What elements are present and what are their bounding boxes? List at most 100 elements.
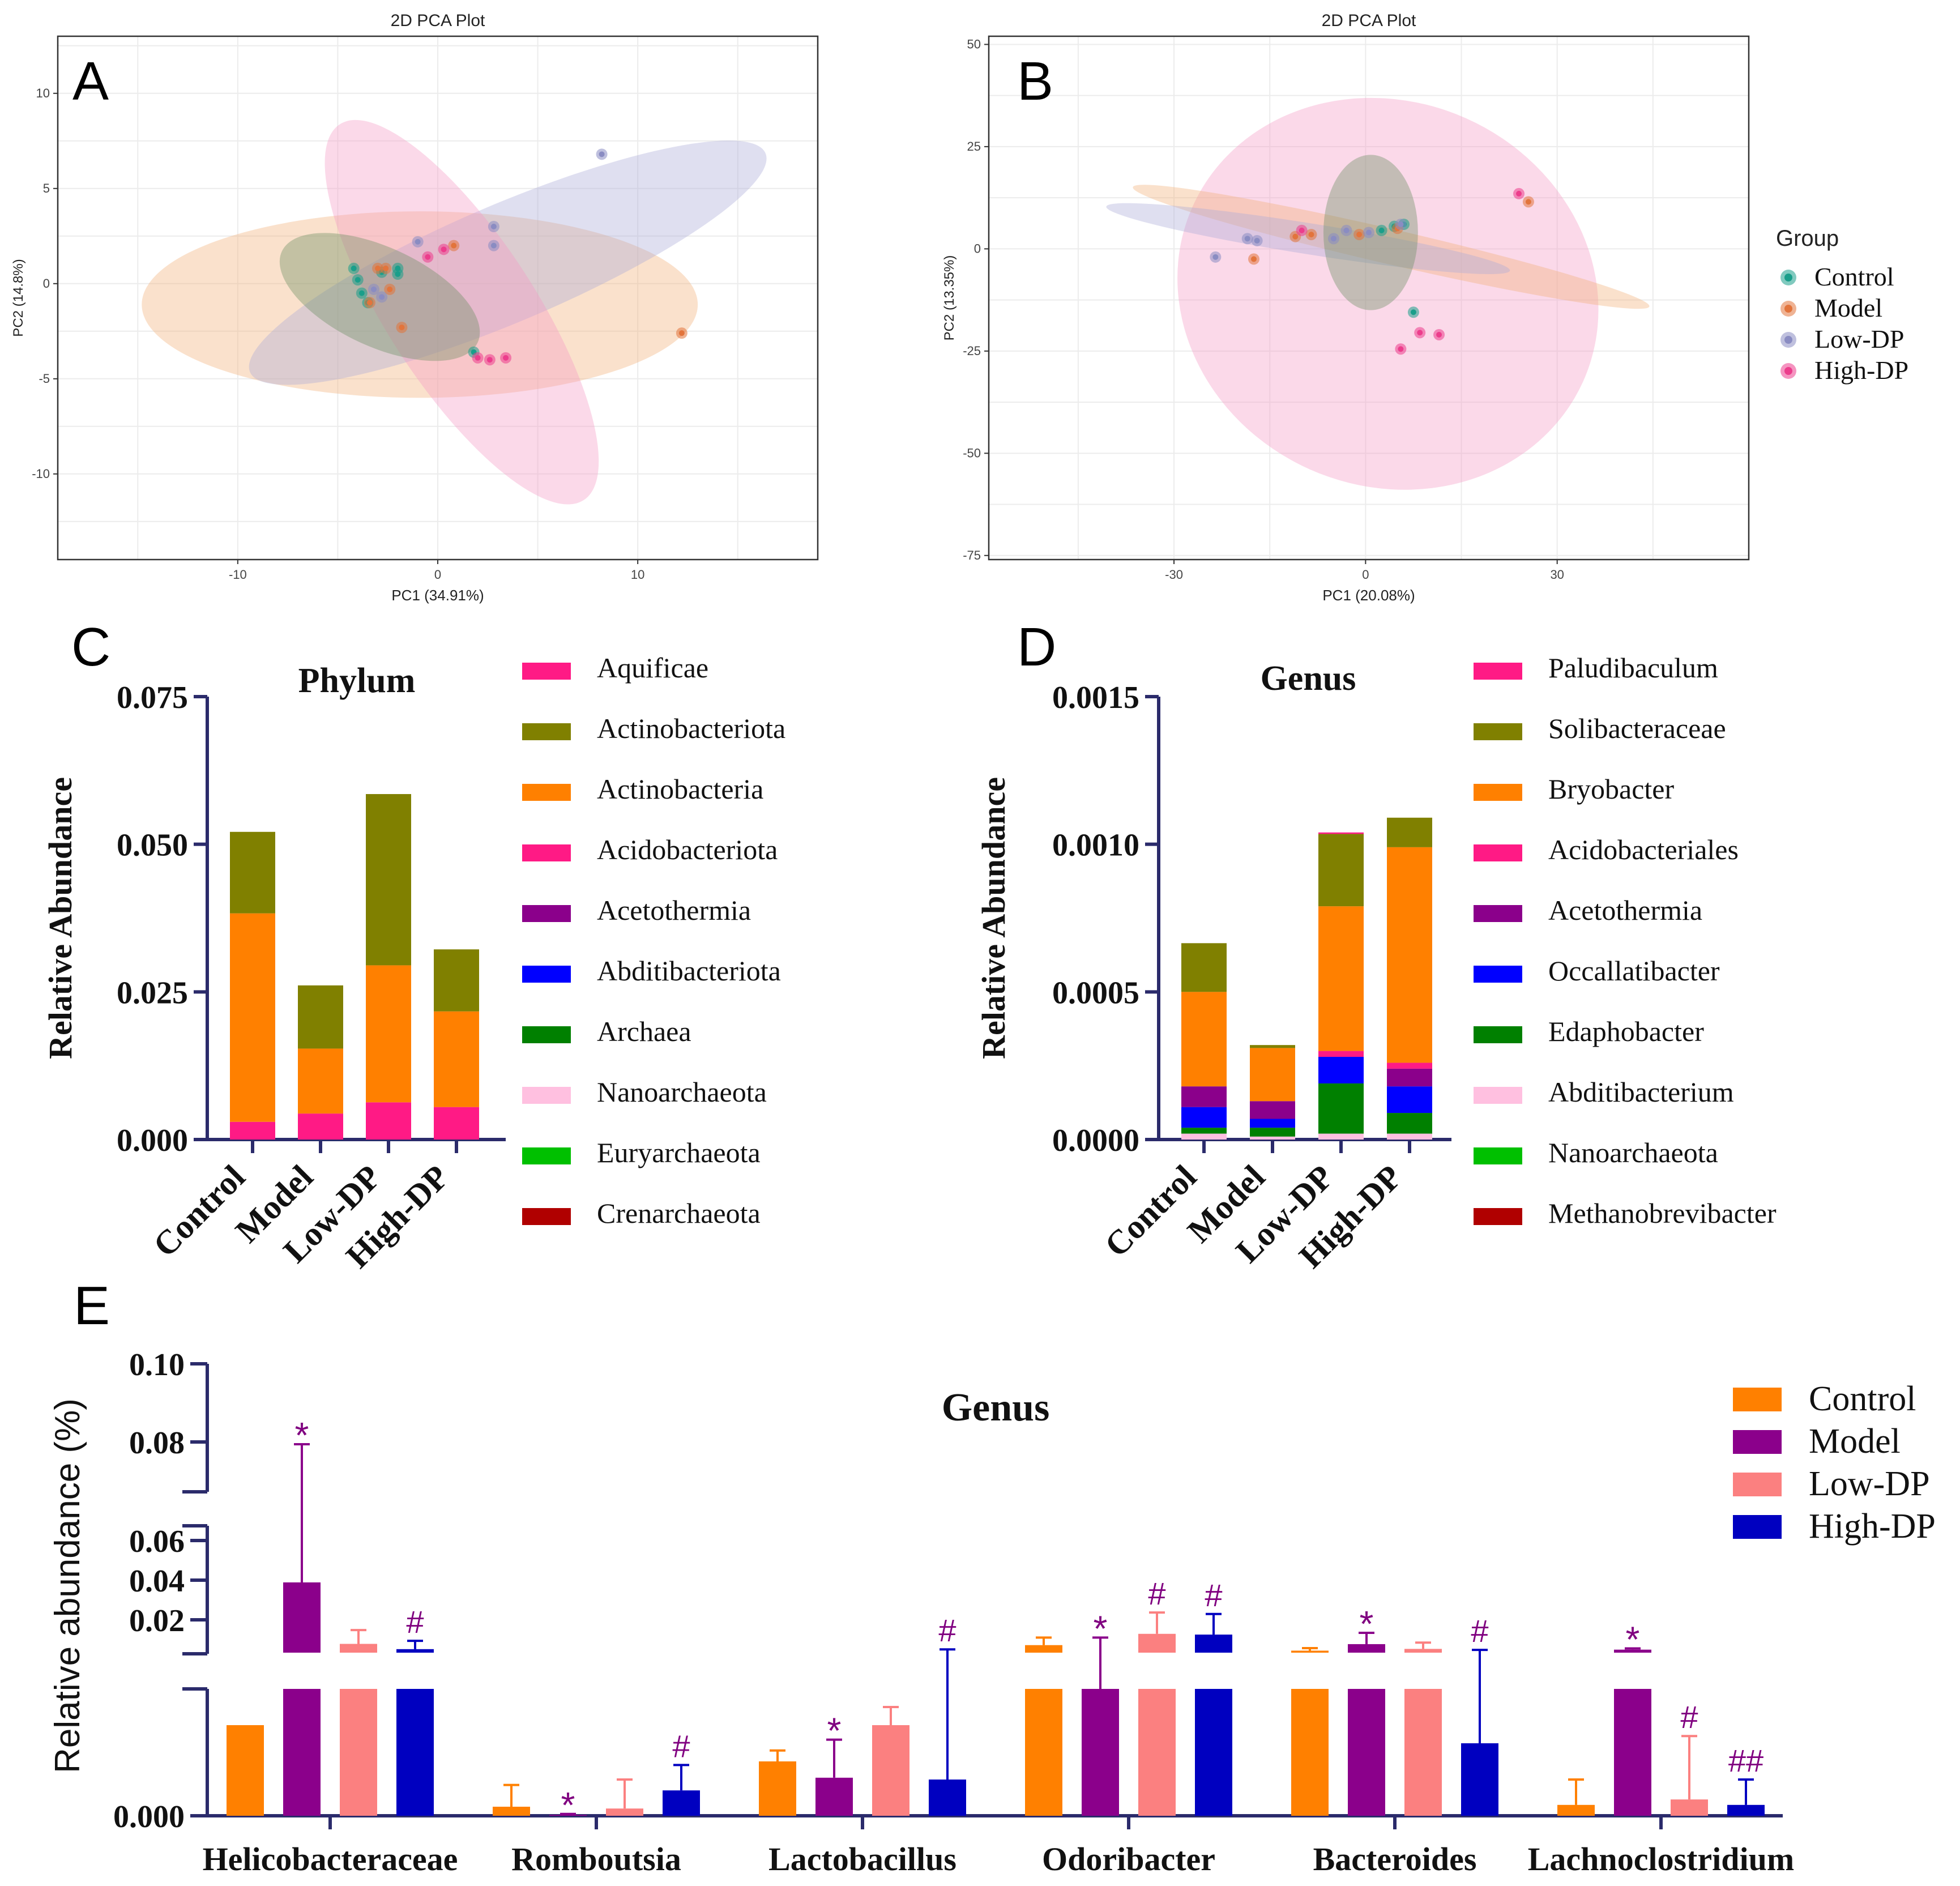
data-point-core-high-dp [441,246,447,253]
legend-label-archaea: Archaea [597,1015,691,1047]
legend-label-high-dp: High-DP [1814,356,1908,385]
bar-low-dp [1138,1633,1176,1653]
significance-mark: * [1094,1608,1108,1649]
bar-high-dp [396,1689,434,1816]
legend-swatch-low-dp [1733,1473,1782,1496]
bar-control [493,1807,530,1816]
bar-model [1614,1649,1651,1653]
bar-segment-actinobacteriota [366,794,411,966]
data-point-core-low-dp [490,224,497,229]
bar-segment-acidobacteriota [230,1121,275,1140]
data-point-core-low-dp [599,151,605,157]
significance-mark: * [1626,1619,1640,1659]
legend-swatch-acidobacteriota [522,844,571,861]
bar-model [815,1777,853,1816]
y-tick-label: 0.0015 [1052,680,1139,715]
legend-marker-core-model [1784,305,1792,313]
y-tick-label: 0 [974,241,981,255]
y-tick-label: 0.025 [117,975,188,1010]
legend-swatch-methanobrevibacter [1474,1208,1522,1225]
y-tick-label: 0.050 [117,828,188,863]
x-tick-label: Helicobacteraceae [203,1841,458,1878]
bar-segment-abditibacterium [1387,1133,1432,1140]
y-axis-label: Relative abundance (%) [48,1398,87,1773]
y-tick-label: 0.06 [129,1524,185,1559]
legend-label-euryarchaeota: Euryarchaeota [597,1137,761,1168]
x-tick-label: -10 [229,567,247,582]
panel-d-genus-bar: 0.0000 0.0005 0.0010 0.0015 Relative Abundan… [975,617,1777,1275]
legend-swatch-nanoarchaeota [522,1087,571,1104]
y-tick-label: 0.08 [129,1426,185,1461]
y-tick-label: 0.0010 [1052,828,1139,863]
x-tick-label: Control [1098,1158,1203,1264]
significance-mark: * [827,1710,842,1751]
legend-label-bryobacter: Bryobacter [1548,773,1674,805]
data-point-core-control [351,265,357,271]
data-point-core-low-dp [370,286,377,292]
data-point-core-control [395,271,401,277]
bar-model [283,1689,321,1816]
legend-label-acidobacteriota: Acidobacteriota [597,834,778,865]
x-tick-label: Lachnoclostridium [1528,1841,1795,1878]
legend-marker-core-low-dp [1784,336,1792,344]
bar-segment-actinobacteriota [230,831,275,914]
y-tick-label: 0.0000 [1052,1123,1139,1158]
bar-segment-acetothermia [1250,1101,1295,1119]
legend-label-occallatibacter: Occallatibacter [1548,955,1720,987]
legend-label-paludibaculum: Paludibaculum [1548,652,1718,684]
bar-segment-acetothermia [1181,1086,1227,1107]
bar-segment-solibacteraceae [1250,1045,1295,1048]
bar-low-dp [1138,1689,1176,1816]
data-point-core-model [1525,199,1531,205]
data-point-core-model [1308,232,1314,238]
y-tick-label: 0.02 [129,1603,185,1638]
legend-label-low-dp: Low-DP [1814,325,1904,353]
chart-title: Phylum [298,662,416,700]
legend-swatch-solibacteraceae [1474,723,1522,740]
bar-segment-acidobacteriota [434,1107,479,1140]
bar-model [1348,1689,1385,1816]
legend-swatch-euryarchaeota [522,1147,571,1164]
confidence-ellipse-high-dp [324,120,599,505]
bar-control [227,1725,264,1816]
significance-mark: * [1360,1603,1374,1644]
y-tick-label: 0.10 [129,1347,185,1383]
data-point-core-control [355,277,361,283]
data-point-core-model [451,242,457,249]
y-tick-label: -75 [963,548,981,562]
legend-label-nanoarchaeota: Nanoarchaeota [597,1076,767,1108]
legend-label-acetothermia: Acetothermia [1548,894,1702,926]
panel-b-pca: 2D PCA Plot -30 0 30 50 25 0 -25 -50 -75 PC1 (20.0… [942,11,1750,604]
bar-segment-edaphobacter [1387,1113,1432,1134]
data-point-core-model [375,265,381,271]
data-point-core-high-dp [425,254,431,260]
bar-segment-solibacteraceae [1181,943,1227,992]
x-axis-label: PC1 (34.91%) [391,587,484,604]
legend-label-crenarchaeota: Crenarchaeota [597,1197,761,1229]
bar-segment-abditibacterium [1181,1133,1227,1140]
legend-label-nanoarchaeota: Nanoarchaeota [1548,1137,1718,1168]
legend-swatch-edaphobacter [1474,1026,1522,1043]
bar-segment-bryobacter [1318,906,1364,1051]
x-tick-label: 10 [631,567,644,582]
legend-swatch-control [1733,1388,1782,1411]
legend-swatch-acetothermia [1474,905,1522,922]
significance-mark: * [295,1415,309,1456]
plot-title: 2D PCA Plot [1322,11,1416,30]
bar-segment-acidobacteriota [366,1102,411,1140]
bar-model [1614,1689,1651,1816]
bar-control [1291,1689,1329,1816]
bar-segment-edaphobacter [1181,1128,1227,1134]
x-tick-label: Lactobacillus [768,1841,956,1878]
bar-low-dp [340,1644,377,1653]
legend-swatch-model [1733,1430,1782,1454]
data-point-core-model [387,286,393,292]
data-point-core-low-dp [1254,237,1260,244]
legend-label-model: Model [1814,293,1882,322]
y-tick-label: 0.0005 [1052,975,1139,1010]
legend-label-control: Control [1809,1380,1916,1418]
bar-segment-edaphobacter [1318,1083,1364,1134]
bar-segment-abditibacterium [1318,1133,1364,1140]
panel-label: C [71,617,110,677]
